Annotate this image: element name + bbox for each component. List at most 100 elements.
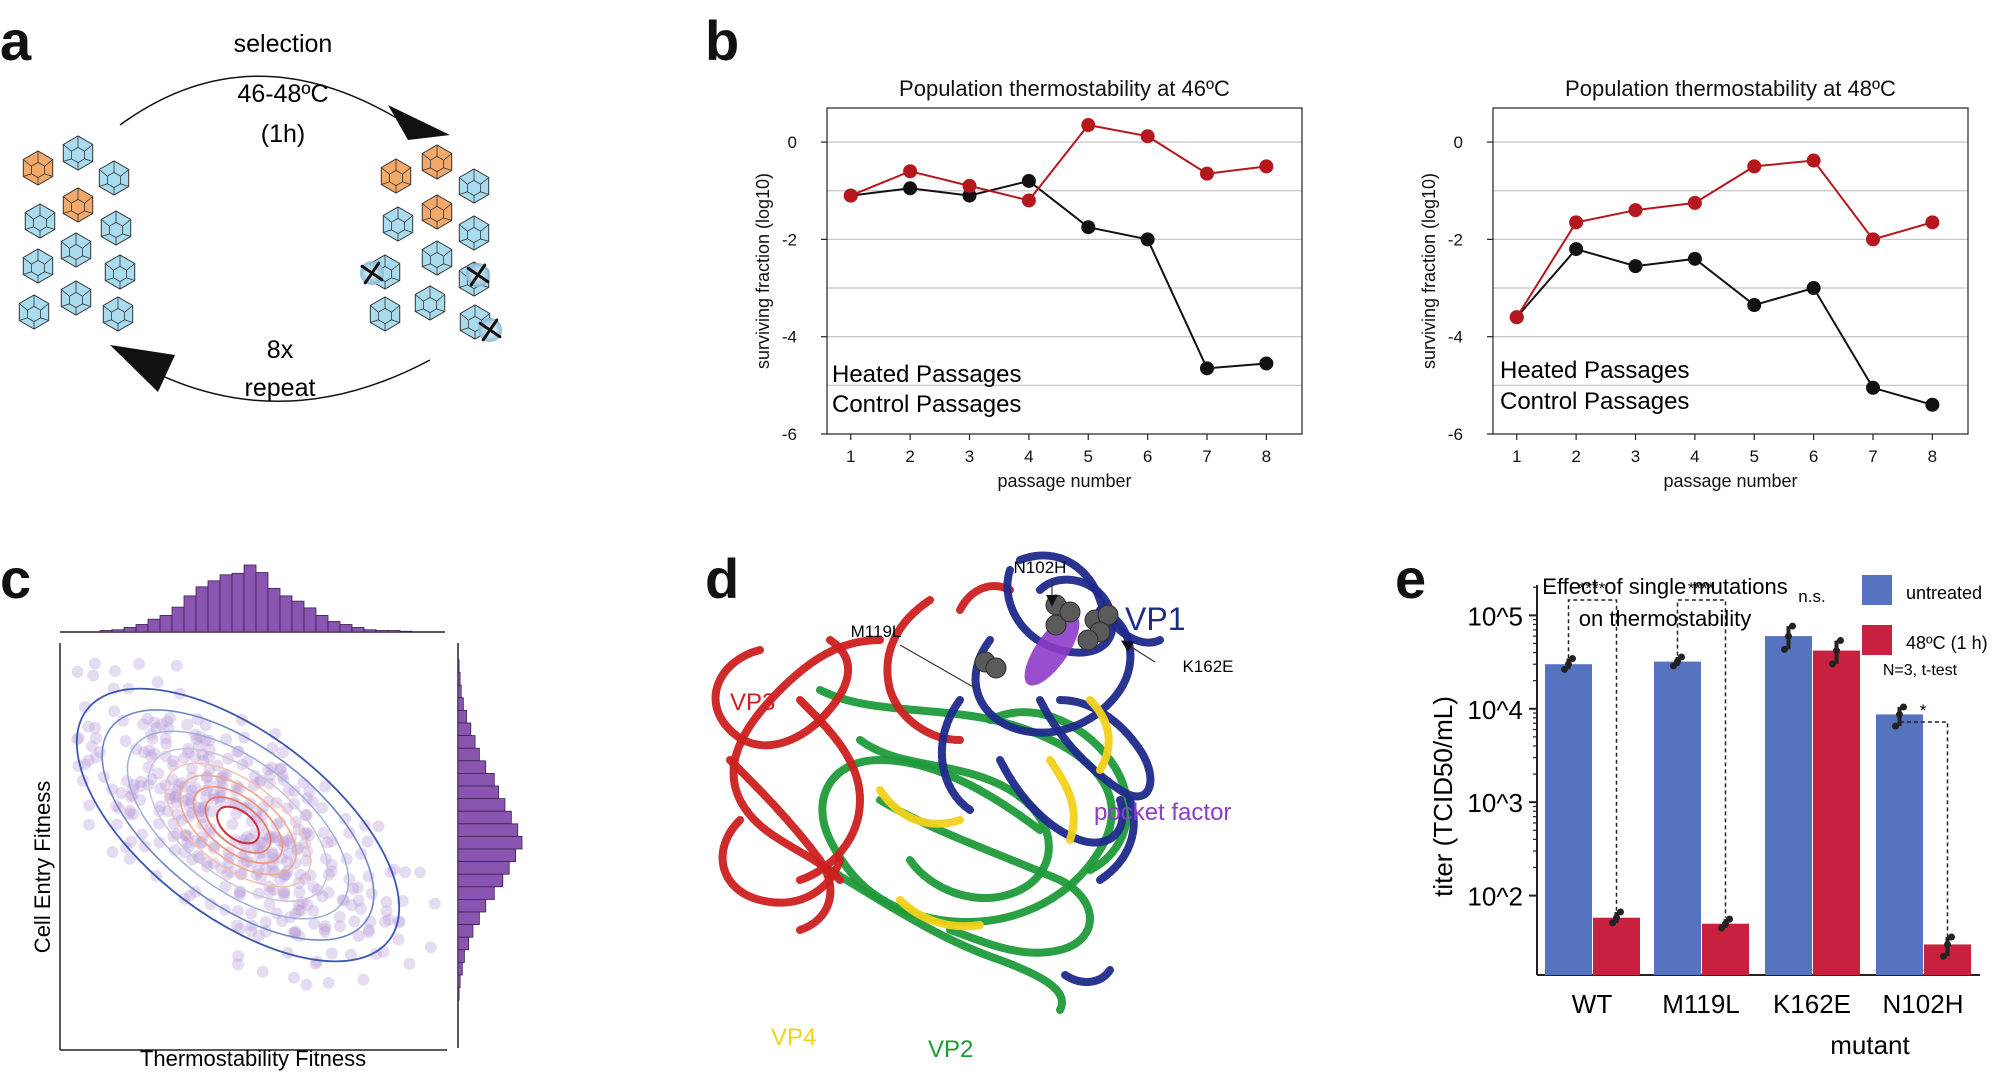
c-scatter-point (231, 905, 244, 918)
e-bar-treated (1813, 650, 1860, 975)
c-scatter-point (252, 840, 265, 853)
ribbon-vp4 (896, 896, 984, 931)
c-scatter-point (119, 734, 132, 747)
c-scatter-point (365, 887, 378, 900)
ribbon-vp2 (876, 796, 1094, 957)
c-scatter-point (222, 857, 235, 870)
burst-fragment (476, 273, 490, 284)
c-scatter-point (82, 754, 95, 767)
virus-edge (459, 177, 468, 185)
b46-ytick-label: -6 (782, 425, 797, 444)
b46-point-control (1021, 173, 1036, 188)
panel-e-bar-chart: 10^2 10^3 10^4 10^5 titer (TCID50/mL) WT **** M… (1428, 574, 1988, 1060)
c-scatter-point (352, 894, 365, 907)
burst-fragment (363, 271, 374, 285)
c-scatter-point (300, 808, 313, 821)
b48-point-heated (1806, 153, 1821, 168)
ribbon-vp1 (1003, 566, 1117, 657)
c-scatter-point (231, 958, 244, 971)
c-top-hist-bar (207, 580, 221, 633)
c-scatter-point (178, 780, 191, 793)
e-replicate-dot (1561, 665, 1568, 673)
c-scatter-point (281, 834, 294, 847)
c-right-hist-bar (457, 924, 474, 938)
virus-edge (402, 167, 411, 175)
c-scatter-point (202, 751, 215, 764)
selection-label: selection (234, 30, 333, 58)
c-scatter-point (123, 852, 136, 865)
c-right-hist-bar (457, 974, 461, 989)
virus-edge (443, 203, 452, 211)
virus-edge (415, 308, 424, 312)
virus-edge (82, 303, 91, 307)
c-right-hist-bar (457, 886, 495, 900)
c-scatter-point (232, 950, 245, 963)
panel-letter-a: a (0, 9, 32, 72)
c-scatter-point (134, 775, 147, 788)
c-scatter-point (248, 769, 261, 782)
c-scatter-point (189, 835, 202, 848)
c-right-hist-bar (457, 672, 461, 686)
e-replicate-dot (1829, 660, 1836, 668)
c-scatter-point (153, 836, 166, 849)
c-scatter-point (325, 858, 338, 871)
e-significance-label: * (1920, 701, 1927, 720)
label-vp1: VP1 (1125, 601, 1185, 637)
c-scatter-point (274, 873, 287, 886)
c-scatter-point (233, 888, 246, 901)
c-scatter-point (154, 782, 167, 795)
b46-point-heated (1259, 159, 1274, 174)
c-scatter-point (145, 773, 158, 786)
e-title-line-2: on thermostability (1579, 606, 1751, 631)
b46-point-heated (843, 188, 858, 203)
c-right-hist-bar (457, 836, 523, 850)
c-scatter-point (252, 929, 265, 942)
burst-fragment (488, 318, 499, 332)
virus-edge (44, 159, 53, 167)
b48-ytick-label: 0 (1454, 133, 1463, 152)
c-density-contour (164, 762, 312, 888)
c-scatter-point (123, 807, 136, 820)
panel-b-chart-48c: 0 -2 -4 -6 1 2 3 4 5 6 7 8 Population thermostabilit… (1419, 76, 1969, 491)
c-scatter-point (175, 776, 188, 789)
c-scatter-point (266, 858, 279, 871)
c-scatter-point (167, 755, 180, 768)
b46-line-control (850, 179, 1267, 370)
c-scatter-point (214, 797, 227, 810)
virus-edge (460, 327, 469, 331)
virus-edge (84, 144, 93, 152)
virus-edge (84, 210, 93, 214)
e-bar-untreated (1654, 661, 1701, 975)
virus-edge (40, 303, 49, 311)
c-top-hist-bar (291, 600, 305, 633)
forward-arrowhead-icon (388, 105, 450, 140)
c-scatter-point (282, 785, 295, 798)
panel-letter-e: e (1395, 547, 1426, 610)
b48-point-control (1925, 397, 1940, 412)
virus-edge (480, 191, 489, 195)
c-scatter-point (303, 829, 316, 842)
c-scatter-point (168, 790, 181, 803)
c-scatter-point (170, 659, 183, 672)
c-scatter-point (191, 850, 204, 863)
e-replicate-dot (1613, 914, 1620, 922)
c-scatter-point (319, 920, 332, 933)
c-scatter-point (276, 914, 289, 927)
c-scatter-point (127, 808, 140, 821)
c-scatter-point (288, 785, 301, 798)
virus-edge (391, 277, 400, 281)
virus-edge (101, 233, 110, 237)
virus-edge (443, 167, 452, 171)
burst-fragment (370, 271, 384, 282)
b48-title: Population thermostability at 48ºC (1565, 76, 1896, 101)
legend-heated-48: Heated Passages (1500, 357, 1689, 384)
c-scatter-point (182, 811, 195, 824)
c-scatter-point (207, 793, 220, 806)
virus-edge (82, 241, 91, 249)
virus-edge (105, 277, 114, 281)
b48-point-heated (1628, 203, 1643, 218)
c-scatter-point (262, 795, 275, 808)
virus-edge (82, 289, 91, 297)
c-scatter-point (196, 836, 209, 849)
e-xtick-label: WT (1572, 989, 1613, 1019)
